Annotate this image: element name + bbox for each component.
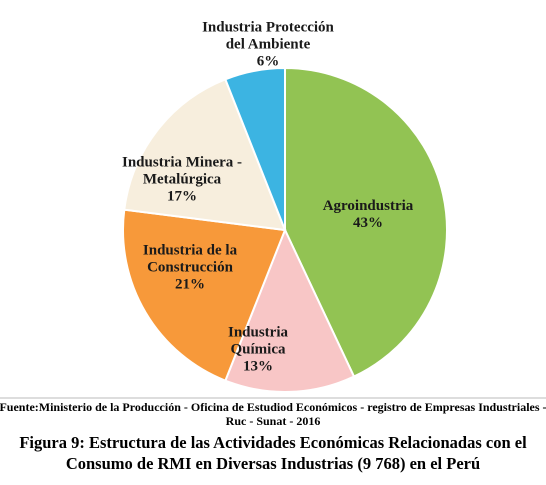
- category-label: Industria de la Construcción: [142, 242, 238, 276]
- slice-label: Agroindustria 43%: [293, 198, 443, 232]
- slice-label: Industria Protección del Ambiente 6%: [198, 20, 338, 71]
- slice-label: Industria Minera - Metalúrgica 17%: [95, 155, 270, 206]
- percent-label: 21%: [175, 276, 205, 293]
- category-label: Agroindustria: [322, 198, 414, 214]
- pie-slice: [122, 208, 287, 382]
- slice-label: Industria de la Construcción 21%: [115, 243, 265, 294]
- slice-label: Industria Química 13%: [213, 325, 303, 376]
- category-label: Industria Minera - Metalúrgica: [122, 154, 242, 188]
- pie-slice: [123, 78, 287, 232]
- category-label: Industria Química: [227, 324, 289, 358]
- percent-label: 43%: [353, 215, 383, 231]
- percent-label: 6%: [256, 53, 280, 70]
- percent-label: 17%: [167, 188, 197, 205]
- pie-slice: [284, 66, 448, 378]
- figure-caption: Figura 9: Estructura de las Actividades …: [19, 433, 527, 473]
- source-note: Fuente:Ministerio de la Producción - Ofi…: [0, 400, 546, 428]
- category-label: Industria Protección del Ambiente: [202, 19, 334, 53]
- pie-slice: [224, 66, 286, 231]
- pie-slice: [224, 227, 356, 393]
- percent-label: 13%: [243, 358, 273, 375]
